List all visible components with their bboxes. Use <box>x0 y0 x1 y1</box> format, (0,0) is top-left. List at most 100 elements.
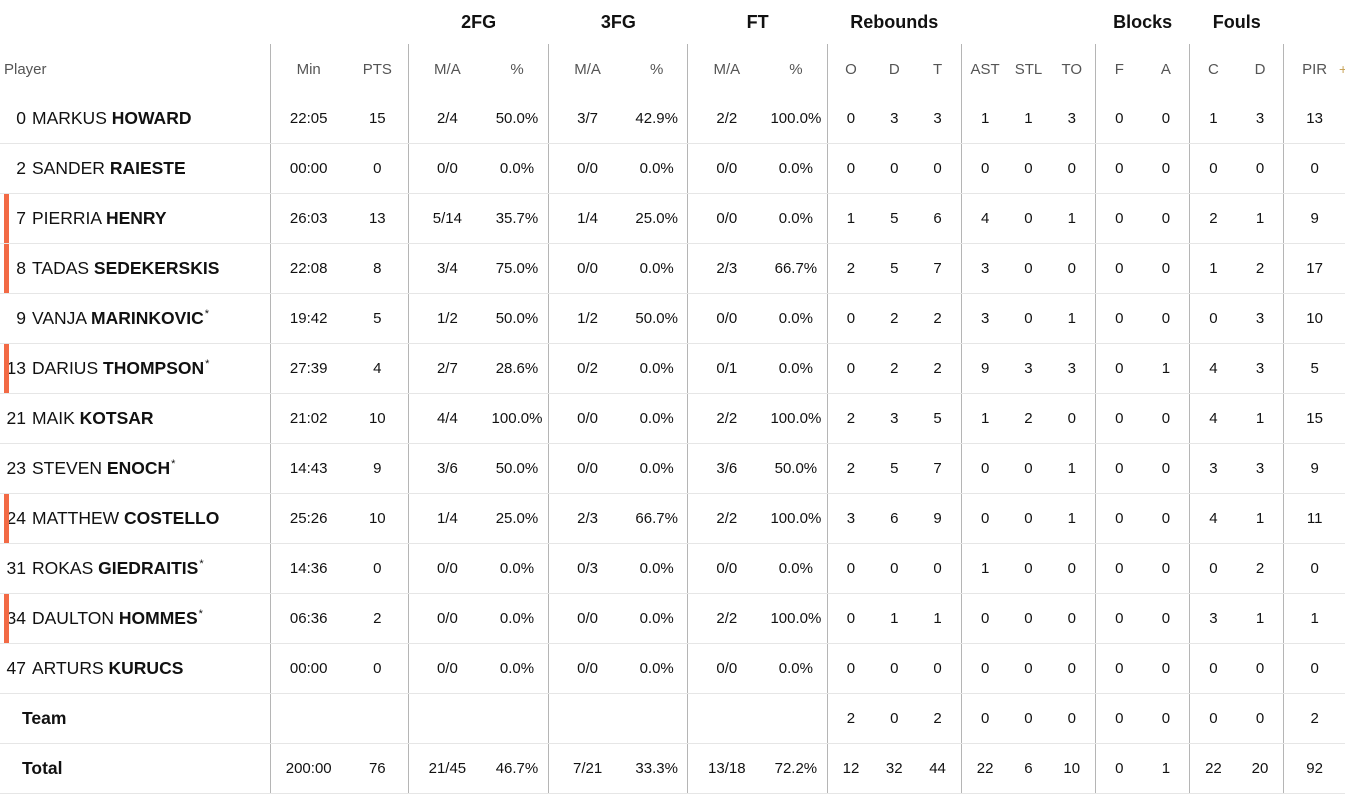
cell-foul-c: 0 <box>1189 143 1237 194</box>
col-ast[interactable]: AST <box>960 44 1009 94</box>
col-min[interactable]: Min <box>269 44 347 94</box>
cell-stl: 2 <box>1008 393 1049 444</box>
player-number: 21 <box>6 408 26 428</box>
col-stl[interactable]: STL <box>1014 60 1043 78</box>
team-label: Team <box>0 693 271 744</box>
table-row[interactable]: 47 ARTURS KURUCS 00:00 0 0/0 0.0% 0/0 0.0% 0/0 0.… <box>0 643 1345 694</box>
cell-to: 1 <box>1048 193 1096 244</box>
col-reb-d[interactable]: D <box>888 60 900 78</box>
cell-min <box>269 693 347 744</box>
cell-3fg-pct: 0.0% <box>625 543 688 594</box>
cell-foul-d: 2 <box>1236 543 1284 594</box>
col-foul-c[interactable]: C <box>1189 44 1237 94</box>
table-row[interactable]: 23 STEVEN ENOCH* 14:43 9 3/6 50.0% 0/0 0.0% 3/6 5… <box>0 443 1345 494</box>
cell-foul-d: 0 <box>1236 693 1284 744</box>
total-row: Total 200:00 76 21/45 46.7% 7/21 33.3% 13/18 72.… <box>0 743 1345 794</box>
cell-foul-c: 3 <box>1189 443 1237 494</box>
col-3fg-pct[interactable]: % <box>650 60 664 78</box>
cell-3fg-pct: 0.0% <box>625 243 688 294</box>
table-row[interactable]: 7 PIERRIA HENRY 26:03 13 5/14 35.7% 1/4 25.0% 0/… <box>0 193 1345 244</box>
player-last-name[interactable]: GIEDRAITIS <box>98 558 199 578</box>
player-number: 47 <box>6 658 26 678</box>
group-2fg: 2FG <box>461 11 497 32</box>
col-blk-a[interactable]: A <box>1160 60 1171 78</box>
player-first-name[interactable]: SANDER <box>32 158 105 178</box>
player-first-name[interactable]: PIERRIA <box>32 208 102 228</box>
player-last-name[interactable]: KOTSAR <box>79 408 154 428</box>
table-row[interactable]: 2 SANDER RAIESTE 00:00 0 0/0 0.0% 0/0 0.0% 0/0 0.… <box>0 143 1345 194</box>
cell-reb-o: 2 <box>826 693 875 744</box>
player-last-name[interactable]: KURUCS <box>108 658 184 678</box>
col-reb-o[interactable]: O <box>826 44 875 94</box>
col-pir[interactable]: PIR <box>1283 44 1345 94</box>
cell-blk-a: 0 <box>1142 593 1190 644</box>
cell-pts: 76 <box>346 743 409 794</box>
table-row[interactable]: 21 MAIK KOTSAR 21:02 10 4/4 100.0% 0/0 0.0% 2/2 1… <box>0 393 1345 444</box>
cell-blk-a: 0 <box>1142 693 1190 744</box>
col-blk-f[interactable]: F <box>1095 44 1143 94</box>
table-row[interactable]: 13 DARIUS THOMPSON* 27:39 4 2/7 28.6% 0/2 0.0% 0… <box>0 343 1345 394</box>
cell-reb-o: 0 <box>826 143 875 194</box>
plus-icon[interactable]: + <box>1339 61 1345 77</box>
cell-2fg-pct: 75.0% <box>485 243 549 294</box>
col-3fg-ma[interactable]: M/A <box>548 44 626 94</box>
cell-ft-ma: 2/3 <box>687 243 766 294</box>
player-first-name[interactable]: STEVEN <box>32 458 103 478</box>
cell-reb-t: 2 <box>914 293 962 344</box>
player-number: 0 <box>16 108 26 128</box>
table-row[interactable]: 34 DAULTON HOMMES* 06:36 2 0/0 0.0% 0/0 0.0% 2/2… <box>0 593 1345 644</box>
player-last-name[interactable]: THOMPSON <box>103 358 205 378</box>
player-first-name[interactable]: MATTHEW <box>32 508 120 528</box>
table-row[interactable]: 8 TADAS SEDEKERSKIS 22:08 8 3/4 75.0% 0/0 0.0% 2… <box>0 243 1345 294</box>
table-row[interactable]: 24 MATTHEW COSTELLO 25:26 10 1/4 25.0% 2/3 66.7… <box>0 493 1345 544</box>
col-2fg-ma[interactable]: M/A <box>408 44 486 94</box>
cell-reb-d: 0 <box>874 543 915 594</box>
player-last-name[interactable]: RAIESTE <box>109 158 186 178</box>
player-last-name[interactable]: COSTELLO <box>124 508 220 528</box>
col-2fg-pct[interactable]: % <box>510 60 524 78</box>
cell-pts: 0 <box>346 643 409 694</box>
cell-2fg-ma: 3/6 <box>408 443 486 494</box>
table-row[interactable]: 31 ROKAS GIEDRAITIS* 14:36 0 0/0 0.0% 0/3 0.0% 0… <box>0 543 1345 594</box>
player-first-name[interactable]: ARTURS <box>32 658 104 678</box>
cell-stl: 0 <box>1008 143 1049 194</box>
cell-to: 0 <box>1048 543 1096 594</box>
player-first-name[interactable]: VANJA <box>32 308 87 328</box>
cell-reb-d: 32 <box>874 743 915 794</box>
col-foul-d[interactable]: D <box>1254 60 1266 78</box>
col-pts[interactable]: PTS <box>362 60 392 78</box>
cell-blk-f: 0 <box>1095 543 1143 594</box>
player-first-name[interactable]: DAULTON <box>32 608 115 628</box>
table-row[interactable]: 9 VANJA MARINKOVIC* 19:42 5 1/2 50.0% 1/2 50.0%… <box>0 293 1345 344</box>
cell-min: 14:36 <box>269 543 347 594</box>
player-last-name[interactable]: MARINKOVIC <box>91 308 204 328</box>
player-first-name[interactable]: MAIK <box>32 408 75 428</box>
cell-foul-d: 2 <box>1236 243 1284 294</box>
cell-ft-ma: 0/0 <box>687 193 766 244</box>
col-ft-pct[interactable]: % <box>789 60 803 78</box>
cell-pts: 4 <box>346 343 409 394</box>
player-last-name[interactable]: HOWARD <box>111 108 192 128</box>
player-last-name[interactable]: HENRY <box>105 208 167 228</box>
player-first-name[interactable]: DARIUS <box>32 358 99 378</box>
cell-min: 14:43 <box>269 443 347 494</box>
cell-pir: 2 <box>1283 693 1345 744</box>
player-last-name[interactable]: ENOCH <box>106 458 171 478</box>
cell-foul-d: 20 <box>1236 743 1284 794</box>
cell-pts: 9 <box>346 443 409 494</box>
player-first-name[interactable]: ROKAS <box>32 558 94 578</box>
cell-ast: 0 <box>960 143 1009 194</box>
player-first-name[interactable]: MARKUS <box>32 108 107 128</box>
col-to[interactable]: TO <box>1061 60 1083 78</box>
cell-2fg-pct: 35.7% <box>485 193 549 244</box>
col-player[interactable]: Player <box>4 60 47 78</box>
cell-min: 06:36 <box>269 593 347 644</box>
cell-2fg-ma: 3/4 <box>408 243 486 294</box>
col-ft-ma[interactable]: M/A <box>687 44 766 94</box>
player-first-name[interactable]: TADAS <box>32 258 90 278</box>
player-last-name[interactable]: HOMMES <box>118 608 198 628</box>
col-reb-t[interactable]: T <box>932 60 943 78</box>
player-number: 23 <box>6 458 26 478</box>
table-row[interactable]: 0 MARKUS HOWARD 22:05 15 2/4 50.0% 3/7 42.9% 2/2… <box>0 94 1345 144</box>
player-last-name[interactable]: SEDEKERSKIS <box>93 258 220 278</box>
